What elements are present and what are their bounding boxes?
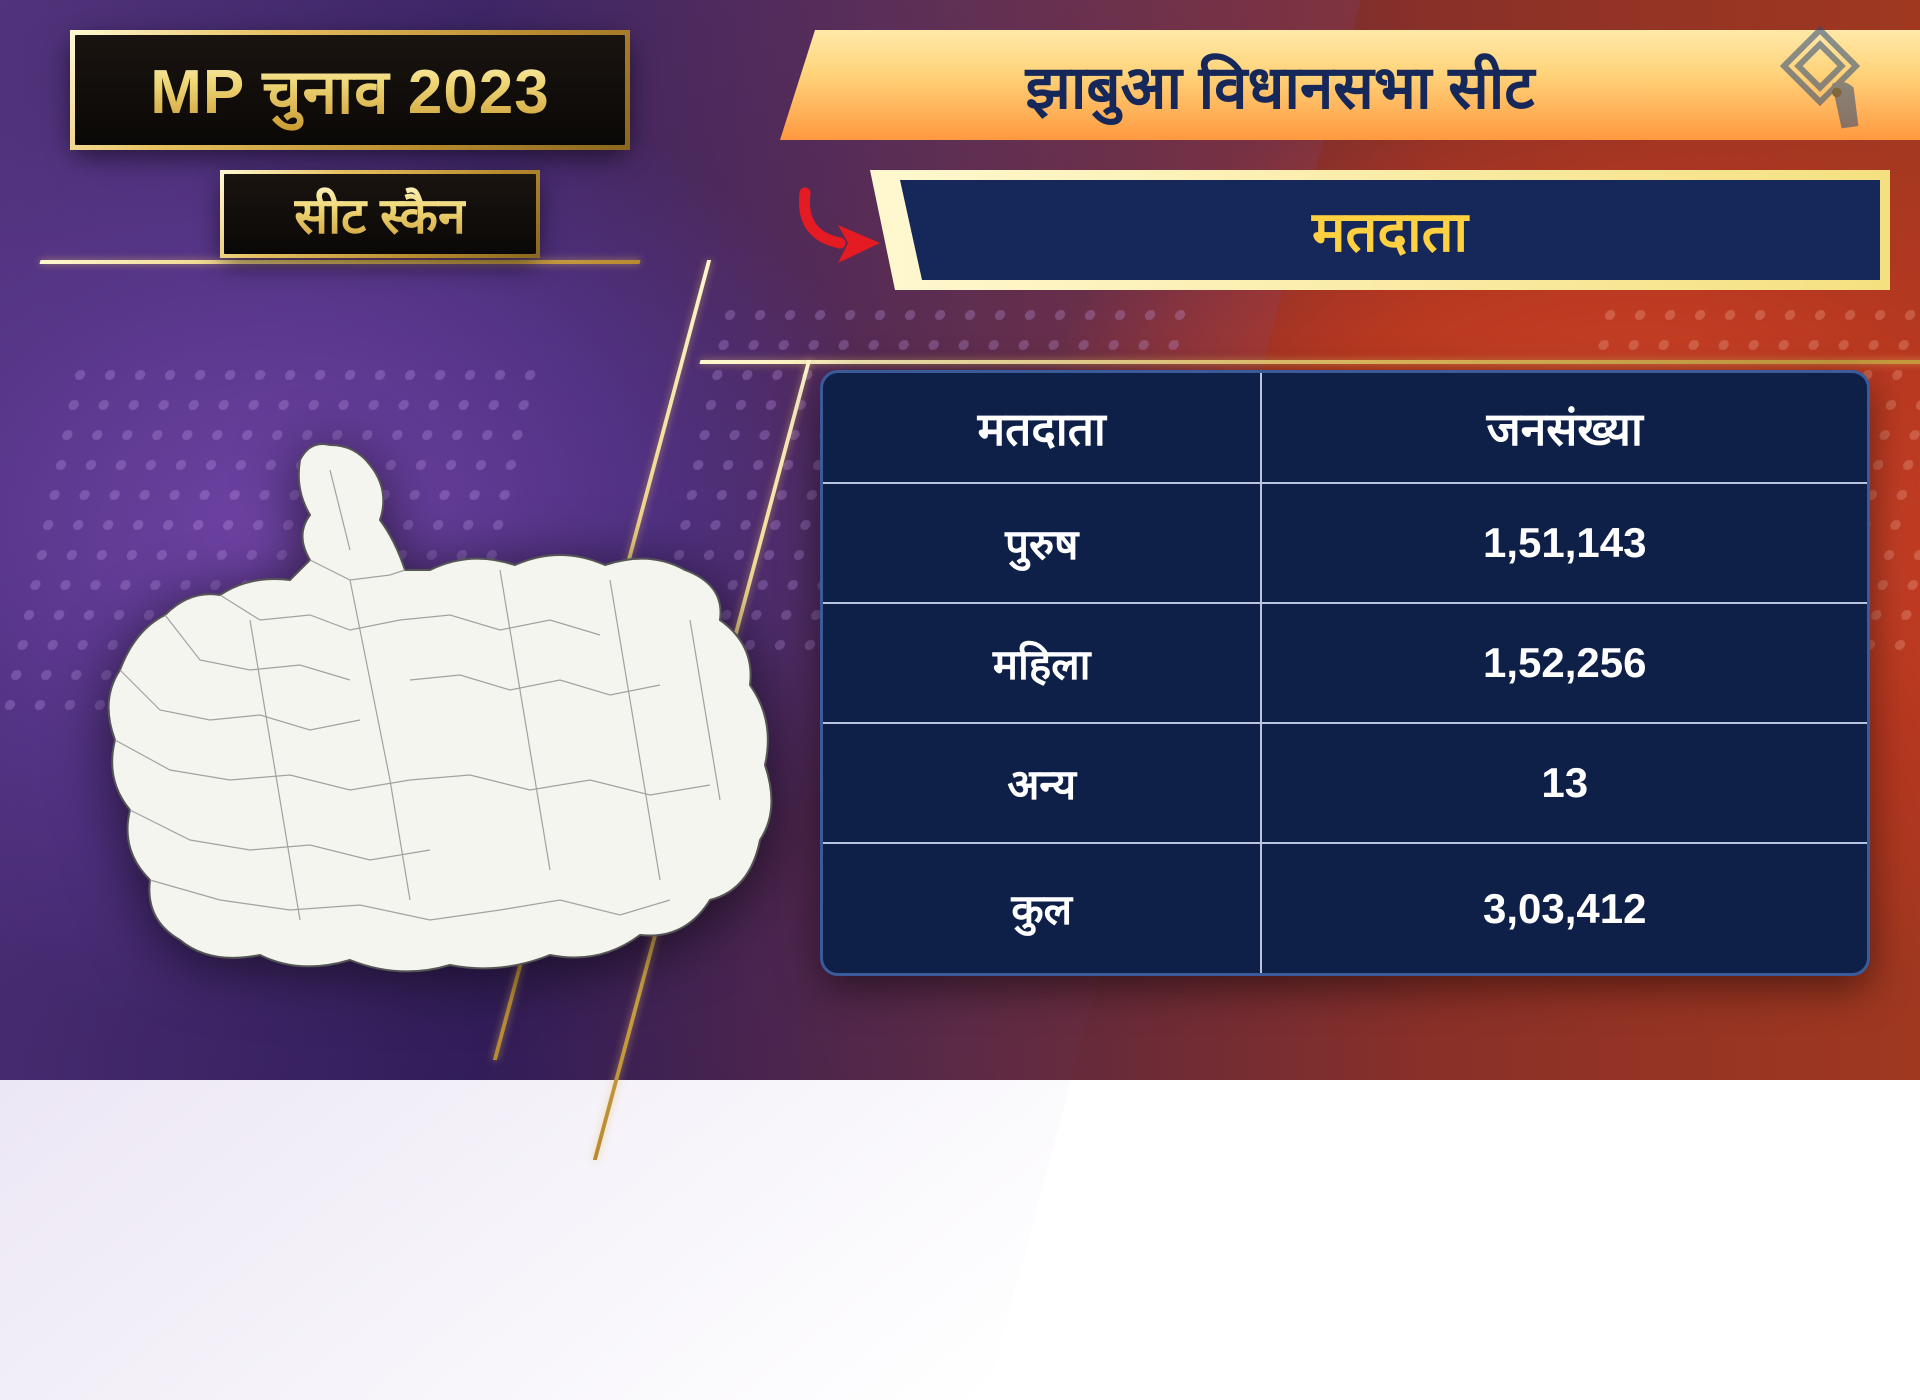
table-header: मतदाता bbox=[823, 373, 1261, 483]
seat-name-text: झाबुआ विधानसभा सीट bbox=[1025, 44, 1674, 126]
table-cell: महिला bbox=[823, 603, 1261, 723]
table-cell: 13 bbox=[1261, 723, 1867, 843]
arrow-icon bbox=[790, 185, 890, 275]
table-cell: पुरुष bbox=[823, 483, 1261, 603]
table-header: जनसंख्या bbox=[1261, 373, 1867, 483]
gold-divider bbox=[39, 260, 640, 264]
table-cell: कुल bbox=[823, 843, 1261, 973]
vote-icon bbox=[1760, 18, 1880, 138]
subtitle-badge: सीट स्कैन bbox=[220, 170, 540, 258]
table-cell: अन्य bbox=[823, 723, 1261, 843]
title-badge: MP चुनाव 2023 bbox=[70, 30, 630, 150]
table-cell: 1,52,256 bbox=[1261, 603, 1867, 723]
table-cell: 1,51,143 bbox=[1261, 483, 1867, 603]
table-row: कुल 3,03,412 bbox=[823, 843, 1867, 973]
table-header-row: मतदाता जनसंख्या bbox=[823, 373, 1867, 483]
map-mp-state bbox=[50, 420, 790, 1040]
table-row: पुरुष 1,51,143 bbox=[823, 483, 1867, 603]
table-row: महिला 1,52,256 bbox=[823, 603, 1867, 723]
seat-name-banner: झाबुआ विधानसभा सीट bbox=[780, 30, 1920, 140]
section-banner: मतदाता bbox=[900, 180, 1880, 280]
table-row: अन्य 13 bbox=[823, 723, 1867, 843]
subtitle-text: सीट स्कैन bbox=[294, 180, 465, 248]
table-cell: 3,03,412 bbox=[1261, 843, 1867, 973]
section-label-text: मतदाता bbox=[1312, 192, 1468, 268]
title-text: MP चुनाव 2023 bbox=[150, 48, 550, 132]
voter-table: मतदाता जनसंख्या पुरुष 1,51,143 महिला 1,5… bbox=[820, 370, 1870, 976]
gold-divider bbox=[699, 360, 1920, 364]
